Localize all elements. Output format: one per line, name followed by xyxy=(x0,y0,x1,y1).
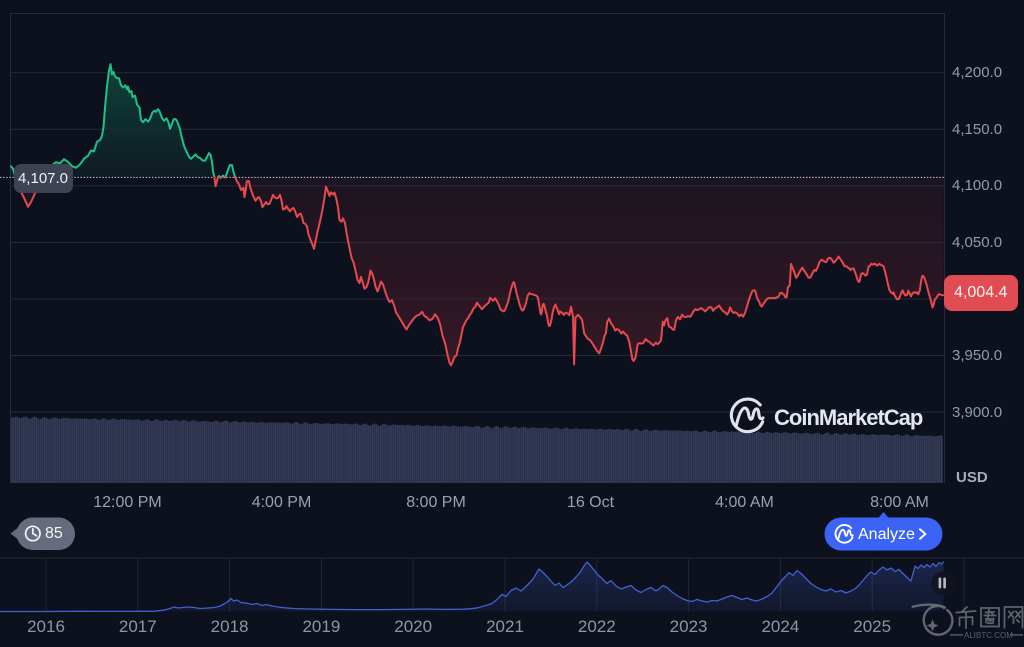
svg-text:ALIBTC.COM: ALIBTC.COM xyxy=(964,631,1013,640)
